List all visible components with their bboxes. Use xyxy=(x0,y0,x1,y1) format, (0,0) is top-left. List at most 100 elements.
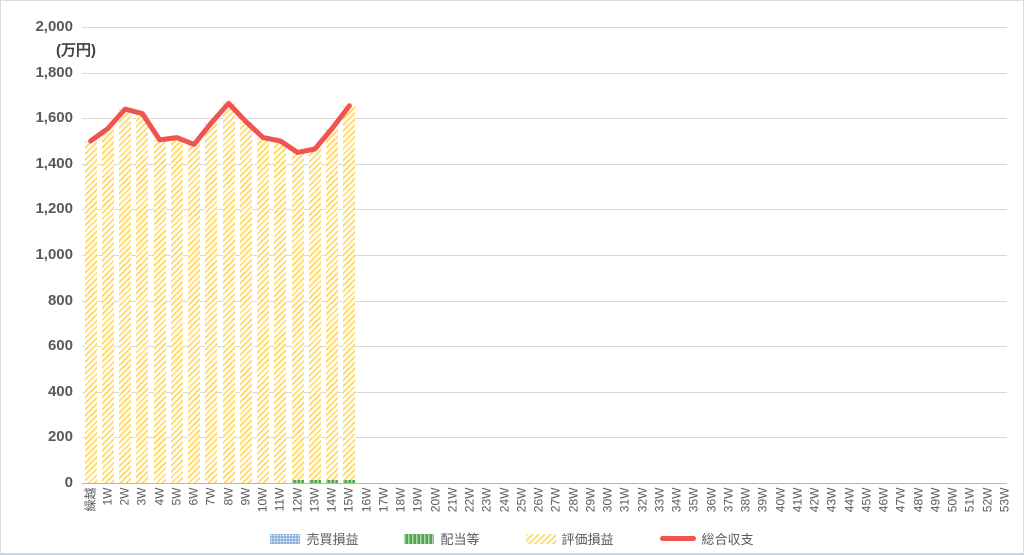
gridline xyxy=(82,163,1007,165)
x-tick-label: 4W xyxy=(152,487,167,506)
x-tick-label: 37W xyxy=(721,487,736,513)
bar-valuation-pnl xyxy=(153,139,166,483)
y-axis-unit-label: (万円) xyxy=(56,42,96,59)
legend-label-valuation-pnl: 評価損益 xyxy=(561,532,614,547)
x-tick-label: 42W xyxy=(807,487,822,513)
bar-dividends xyxy=(326,479,339,483)
y-tick-label: 0 xyxy=(64,474,73,491)
x-tick-label: 52W xyxy=(980,487,995,513)
bar-valuation-pnl xyxy=(188,144,201,483)
x-tick-label: 13W xyxy=(307,487,322,513)
y-tick-label: 1,800 xyxy=(35,63,73,81)
x-tick-label: 5W xyxy=(169,487,184,506)
legend-item-trading-pnl: 売買損益 xyxy=(270,529,358,548)
y-tick-label: 1,200 xyxy=(35,200,73,218)
gridline xyxy=(82,483,1007,484)
legend-label-trading-pnl: 売買損益 xyxy=(306,532,359,547)
y-tick-label: 400 xyxy=(47,382,73,400)
y-tick-label: 800 xyxy=(47,291,73,309)
x-tick-label: 41W xyxy=(790,487,805,513)
x-tick-label: 9W xyxy=(238,487,253,506)
y-tick-label: 1,600 xyxy=(35,109,73,127)
x-tick-label: 26W xyxy=(531,487,546,513)
bar-valuation-pnl xyxy=(308,149,321,480)
y-tick-label: 1,000 xyxy=(35,246,73,263)
bar-valuation-pnl xyxy=(291,152,304,480)
x-tick-label: 19W xyxy=(410,487,425,513)
legend-label-dividends: 配当等 xyxy=(440,532,480,547)
x-tick-label: 31W xyxy=(617,487,632,513)
legend: 売買損益 配当等 評価損益 総合収支 xyxy=(1,529,1023,548)
bar-valuation-pnl xyxy=(239,121,252,483)
trading-pnl-swatch-icon xyxy=(270,533,301,544)
x-tick-label: 22W xyxy=(462,487,477,513)
gridline xyxy=(82,72,1007,74)
legend-label-total-balance: 総合収支 xyxy=(701,532,754,547)
gridline xyxy=(82,391,1007,393)
x-tick-label: 25W xyxy=(514,487,529,513)
bar-valuation-pnl xyxy=(119,109,132,483)
x-tick-label: 3W xyxy=(134,487,149,506)
gridline xyxy=(82,209,1007,211)
y-tick-label: 1,400 xyxy=(35,154,73,172)
x-tick-label: 14W xyxy=(324,487,339,513)
x-tick-label: 8W xyxy=(221,487,236,506)
valuation-pnl-swatch-icon xyxy=(525,533,556,544)
legend-item-valuation-pnl: 評価損益 xyxy=(525,529,614,548)
x-tick-label: 23W xyxy=(479,487,494,513)
x-tick-label: 16W xyxy=(359,487,374,513)
gridline xyxy=(82,346,1007,348)
x-tick-label: 繰越 xyxy=(83,487,98,512)
bar-dividends xyxy=(291,479,304,483)
bar-valuation-pnl xyxy=(326,128,339,480)
x-tick-label: 44W xyxy=(842,487,857,513)
gridline xyxy=(82,300,1007,302)
x-tick-label: 49W xyxy=(928,487,943,513)
x-tick-label: 29W xyxy=(583,487,598,513)
bar-valuation-pnl xyxy=(170,137,183,483)
bar-valuation-pnl xyxy=(343,105,356,480)
x-tick-label: 17W xyxy=(376,487,391,513)
y-tick-label: 200 xyxy=(47,428,73,446)
x-tick-label: 18W xyxy=(393,487,408,513)
x-tick-label: 40W xyxy=(773,487,788,513)
x-tick-label: 11W xyxy=(272,487,287,512)
x-tick-label: 35W xyxy=(686,487,701,513)
x-tick-label: 51W xyxy=(962,487,977,513)
legend-item-dividends: 配当等 xyxy=(404,529,480,548)
x-tick-label: 27W xyxy=(548,487,563,513)
x-tick-label: 53W xyxy=(997,487,1012,513)
gridline xyxy=(82,437,1007,439)
x-tick-label: 47W xyxy=(893,487,908,513)
x-tick-label: 50W xyxy=(945,487,960,513)
bar-valuation-pnl xyxy=(84,141,97,483)
x-tick-label: 10W xyxy=(255,487,270,513)
x-tick-label: 30W xyxy=(600,487,615,513)
bar-dividends xyxy=(343,479,356,483)
gridline xyxy=(82,27,1007,28)
total-balance-line-swatch-icon xyxy=(659,536,696,541)
y-tick-label: 600 xyxy=(47,337,73,355)
x-tick-label: 1W xyxy=(100,487,115,506)
bar-valuation-pnl xyxy=(222,103,235,483)
x-tick-label: 6W xyxy=(186,487,201,506)
x-tick-label: 24W xyxy=(497,487,512,513)
x-tick-label: 15W xyxy=(341,487,356,513)
x-tick-label: 33W xyxy=(652,487,667,513)
bar-valuation-pnl xyxy=(274,141,287,483)
y-tick-label: 2,000 xyxy=(35,18,73,35)
x-tick-label: 2W xyxy=(117,487,132,506)
gridline xyxy=(82,118,1007,120)
x-tick-label: 28W xyxy=(566,487,581,513)
x-tick-label: 39W xyxy=(755,487,770,513)
x-tick-label: 46W xyxy=(876,487,891,513)
x-tick-label: 20W xyxy=(428,487,443,513)
legend-item-total-balance: 総合収支 xyxy=(659,529,754,548)
bar-dividends xyxy=(308,479,321,483)
dividends-swatch-icon xyxy=(404,533,435,544)
x-tick-label: 38W xyxy=(738,487,753,513)
x-tick-label: 45W xyxy=(859,487,874,513)
x-tick-label: 32W xyxy=(635,487,650,513)
x-tick-label: 43W xyxy=(824,487,839,513)
